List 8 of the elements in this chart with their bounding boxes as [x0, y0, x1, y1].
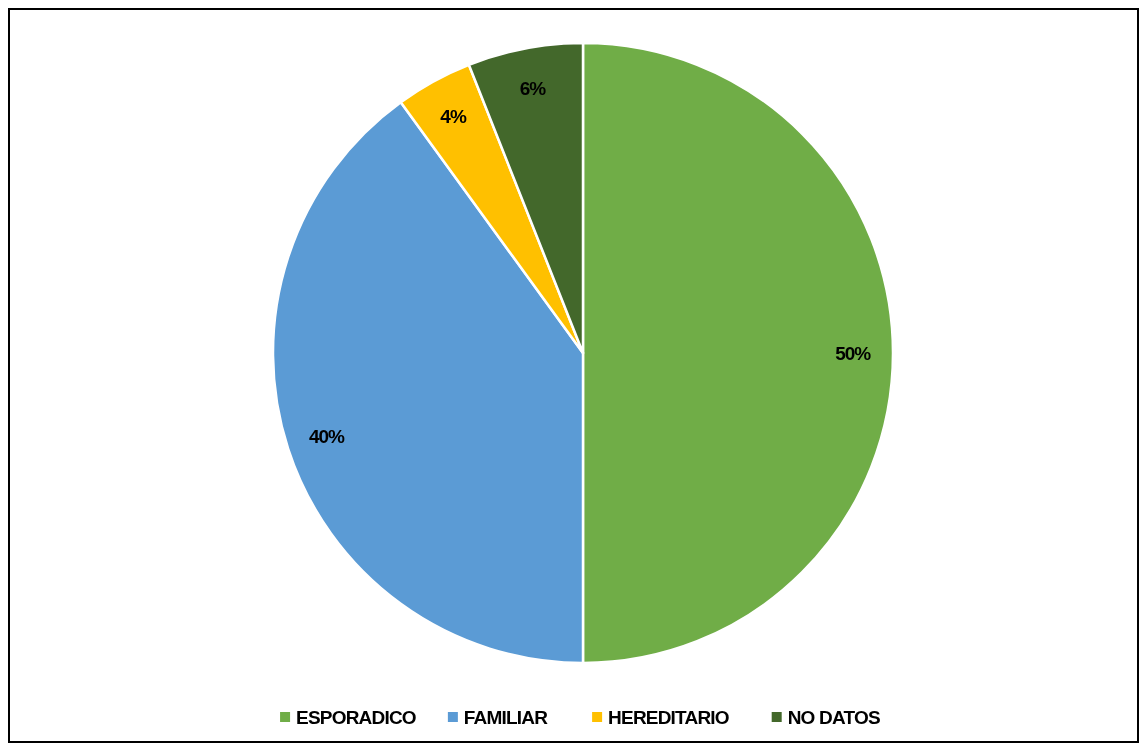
- legend-label: ESPORADICO: [296, 706, 416, 728]
- data-label: 40%: [308, 425, 346, 447]
- legend-label: FAMILIAR: [463, 706, 549, 728]
- data-label: 50%: [835, 342, 872, 364]
- legend-label: NO DATOS: [787, 706, 880, 728]
- legend-label: HEREDITARIO: [608, 706, 729, 728]
- data-label: 6%: [519, 77, 547, 99]
- data-label: 4%: [440, 106, 467, 128]
